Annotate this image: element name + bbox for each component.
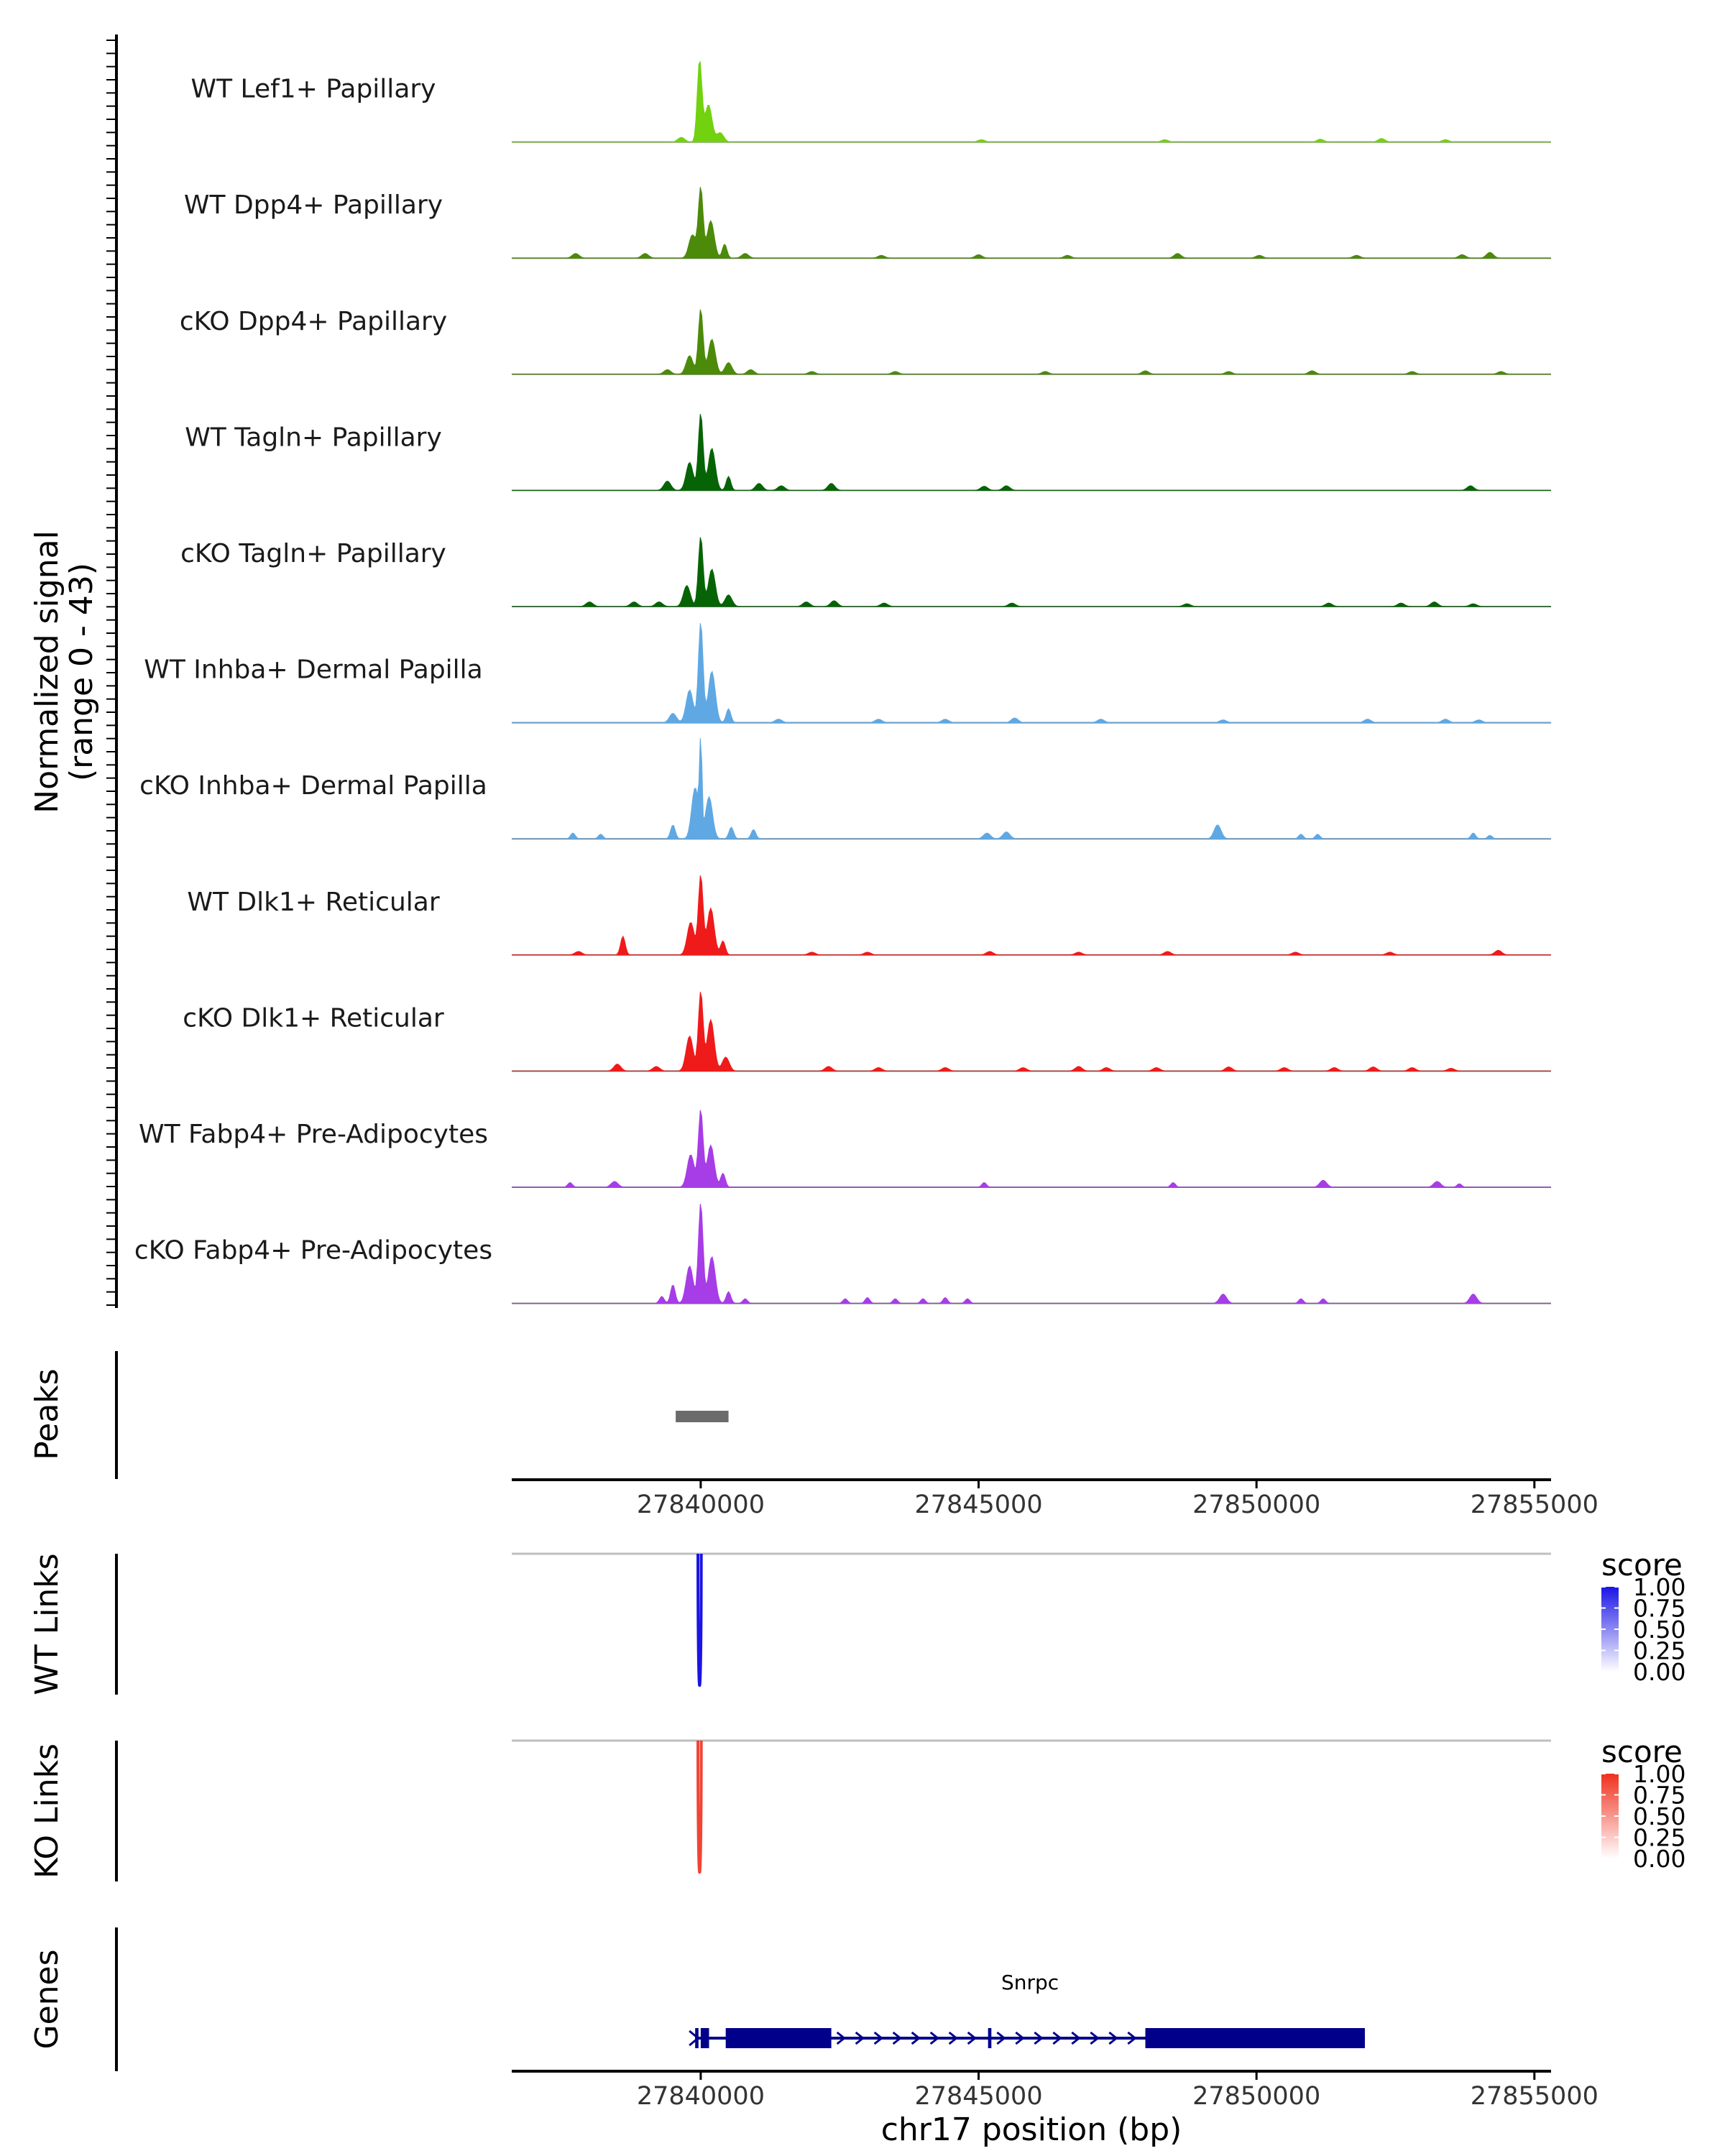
legend-tick-label: 0.75 (1633, 1782, 1685, 1810)
legend-tick-label: 0.50 (1633, 1802, 1685, 1830)
strand-arrow (1052, 2031, 1062, 2045)
coverage-area (512, 187, 1551, 259)
legend-tick-label: 0.75 (1633, 1595, 1685, 1623)
strand-arrow (892, 2031, 903, 2045)
track-label: WT Dlk1+ Reticular (187, 888, 439, 917)
strand-arrow (855, 2031, 865, 2045)
coverage-track: cKO Inhba+ Dermal Papilla (139, 738, 1551, 840)
coverage-panel: Normalized signal(range 0 - 43) WT Lef1+ … (29, 34, 1551, 1308)
links-track-label: WT Links (29, 1553, 65, 1695)
strand-arrow (689, 2030, 700, 2047)
track-label: WT Fabp4+ Pre-Adipocytes (139, 1120, 488, 1149)
strand-arrow (1108, 2031, 1118, 2045)
strand-arrow (836, 2031, 847, 2045)
legend-tick-label: 0.25 (1633, 1637, 1685, 1665)
coverage-area (512, 992, 1551, 1072)
coverage-track: cKO Tagln+ Papillary (180, 537, 1551, 607)
gene-exon (1145, 2028, 1365, 2048)
strand-arrow (967, 2031, 978, 2045)
coverage-track: WT Tagln+ Papillary (185, 413, 1551, 492)
coverage-area (512, 875, 1551, 956)
legend-title: score (1601, 1734, 1683, 1769)
genes-panel: Genes Snrpc 27840000 27845000 27850000 278550… (29, 1927, 1598, 2148)
legend-tick-label: 0.25 (1633, 1824, 1685, 1852)
link-arc (696, 1740, 703, 1874)
gene-exon (725, 2028, 832, 2048)
peaks-track-label: Peaks (29, 1368, 65, 1460)
strand-arrow (911, 2031, 921, 2045)
coverage-track: WT Dpp4+ Papillary (184, 187, 1551, 259)
strand-arrow (1015, 2031, 1025, 2045)
coverage-y-title-line1: Normalized signal (29, 530, 65, 814)
coverage-area (512, 623, 1551, 724)
strand-arrow (996, 2031, 1006, 2045)
strand-arrow (1034, 2031, 1044, 2045)
coverage-track: WT Fabp4+ Pre-Adipocytes (139, 1110, 1551, 1188)
gene-exon (700, 2028, 709, 2048)
genes-track-label: Genes (29, 1949, 65, 2049)
x-axis-title: chr17 position (bp) (881, 2111, 1182, 2148)
track-label: cKO Inhba+ Dermal Papilla (139, 771, 487, 801)
strand-arrow (948, 2031, 959, 2045)
coverage-track: WT Inhba+ Dermal Papilla (144, 623, 1551, 724)
strand-arrow (873, 2031, 884, 2045)
coverage-track: cKO Dpp4+ Papillary (180, 307, 1551, 375)
coverage-track: cKO Fabp4+ Pre-Adipocytes (134, 1204, 1551, 1304)
peak-region (676, 1411, 729, 1422)
top-x-tick-label: 27845000 (914, 1491, 1042, 1519)
coverage-track: WT Lef1+ Papillary (191, 60, 1551, 143)
strand-arrow (929, 2031, 940, 2045)
legend-tick-label: 1.00 (1633, 1760, 1685, 1788)
gene-exon (988, 2028, 992, 2048)
coverage-track: cKO Dlk1+ Reticular (183, 992, 1551, 1072)
coverage-area (512, 60, 1551, 143)
strand-arrow (1090, 2031, 1100, 2045)
coverage-area (512, 537, 1551, 607)
strand-arrow (1127, 2031, 1137, 2045)
links-track-label: KO Links (29, 1743, 65, 1879)
legend-tick-label: 0.00 (1633, 1845, 1685, 1873)
bottom-x-tick-label: 27850000 (1192, 2082, 1320, 2111)
top-x-tick-label: 27840000 (637, 1491, 765, 1519)
track-label: cKO Dpp4+ Papillary (180, 307, 447, 336)
link-arc (696, 1553, 703, 1687)
peaks-panel: Peaks 27840000 27845000 27850000 27855000 (29, 1351, 1598, 1519)
track-label: WT Lef1+ Papillary (191, 75, 436, 104)
track-label: WT Inhba+ Dermal Papilla (144, 655, 482, 685)
top-x-tick-label: 27855000 (1471, 1491, 1598, 1519)
gene-name-label: Snrpc (1001, 1971, 1059, 1994)
track-label: cKO Dlk1+ Reticular (183, 1003, 444, 1033)
coverage-area (512, 738, 1551, 839)
track-label: cKO Tagln+ Papillary (180, 539, 446, 568)
bottom-x-tick-label: 27840000 (637, 2082, 765, 2111)
track-label: cKO Fabp4+ Pre-Adipocytes (134, 1236, 492, 1266)
coverage-y-title-line2: (range 0 - 43) (63, 563, 100, 781)
legend-tick-label: 0.00 (1633, 1658, 1685, 1686)
coverage-area (512, 413, 1551, 491)
track-label: WT Dpp4+ Papillary (184, 190, 443, 220)
legend-tick-label: 1.00 (1633, 1573, 1685, 1601)
legend-tick-label: 0.50 (1633, 1616, 1685, 1644)
top-x-tick-label: 27850000 (1192, 1491, 1320, 1519)
track-label: WT Tagln+ Papillary (185, 423, 442, 452)
bottom-x-tick-label: 27855000 (1471, 2082, 1598, 2111)
legend-title: score (1601, 1547, 1683, 1583)
strand-arrow (1071, 2031, 1081, 2045)
bottom-x-tick-label: 27845000 (914, 2082, 1042, 2111)
coverage-area (512, 1204, 1551, 1304)
coverage-area (512, 309, 1551, 375)
coverage-track: WT Dlk1+ Reticular (187, 875, 1551, 956)
coverage-area (512, 1110, 1551, 1188)
